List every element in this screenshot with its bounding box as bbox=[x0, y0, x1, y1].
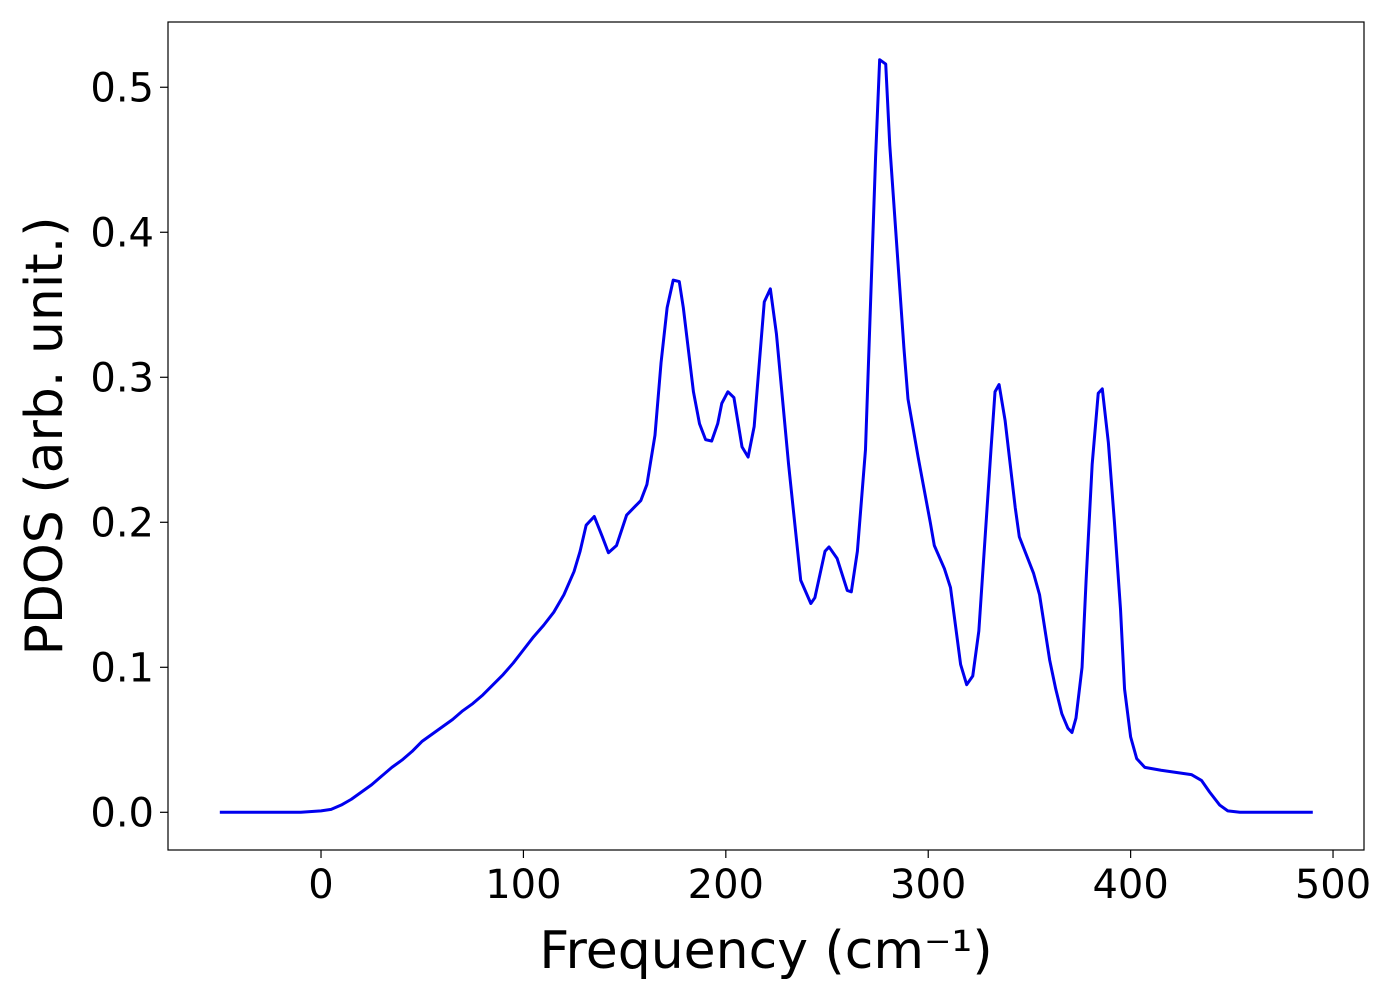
x-axis-label: Frequency (cm⁻¹) bbox=[539, 921, 992, 981]
y-tick-label: 0.3 bbox=[90, 355, 154, 401]
data-line bbox=[219, 58, 1313, 814]
plot-frame bbox=[167, 21, 1365, 851]
y-tick-label: 0.5 bbox=[90, 65, 154, 111]
x-tick-label: 400 bbox=[1092, 862, 1168, 908]
x-tick-label: 100 bbox=[485, 862, 561, 908]
y-axis-label: PDOS (arb. unit.) bbox=[15, 216, 75, 655]
y-tick-label: 0.4 bbox=[90, 210, 154, 256]
x-tick-label: 0 bbox=[308, 862, 333, 908]
x-tick-label: 300 bbox=[890, 862, 966, 908]
y-tick-label: 0.1 bbox=[90, 645, 154, 691]
x-tick-label: 500 bbox=[1295, 862, 1371, 908]
y-tick-label: 0.0 bbox=[90, 790, 154, 836]
y-tick-label: 0.2 bbox=[90, 500, 154, 546]
x-tick-label: 200 bbox=[688, 862, 764, 908]
